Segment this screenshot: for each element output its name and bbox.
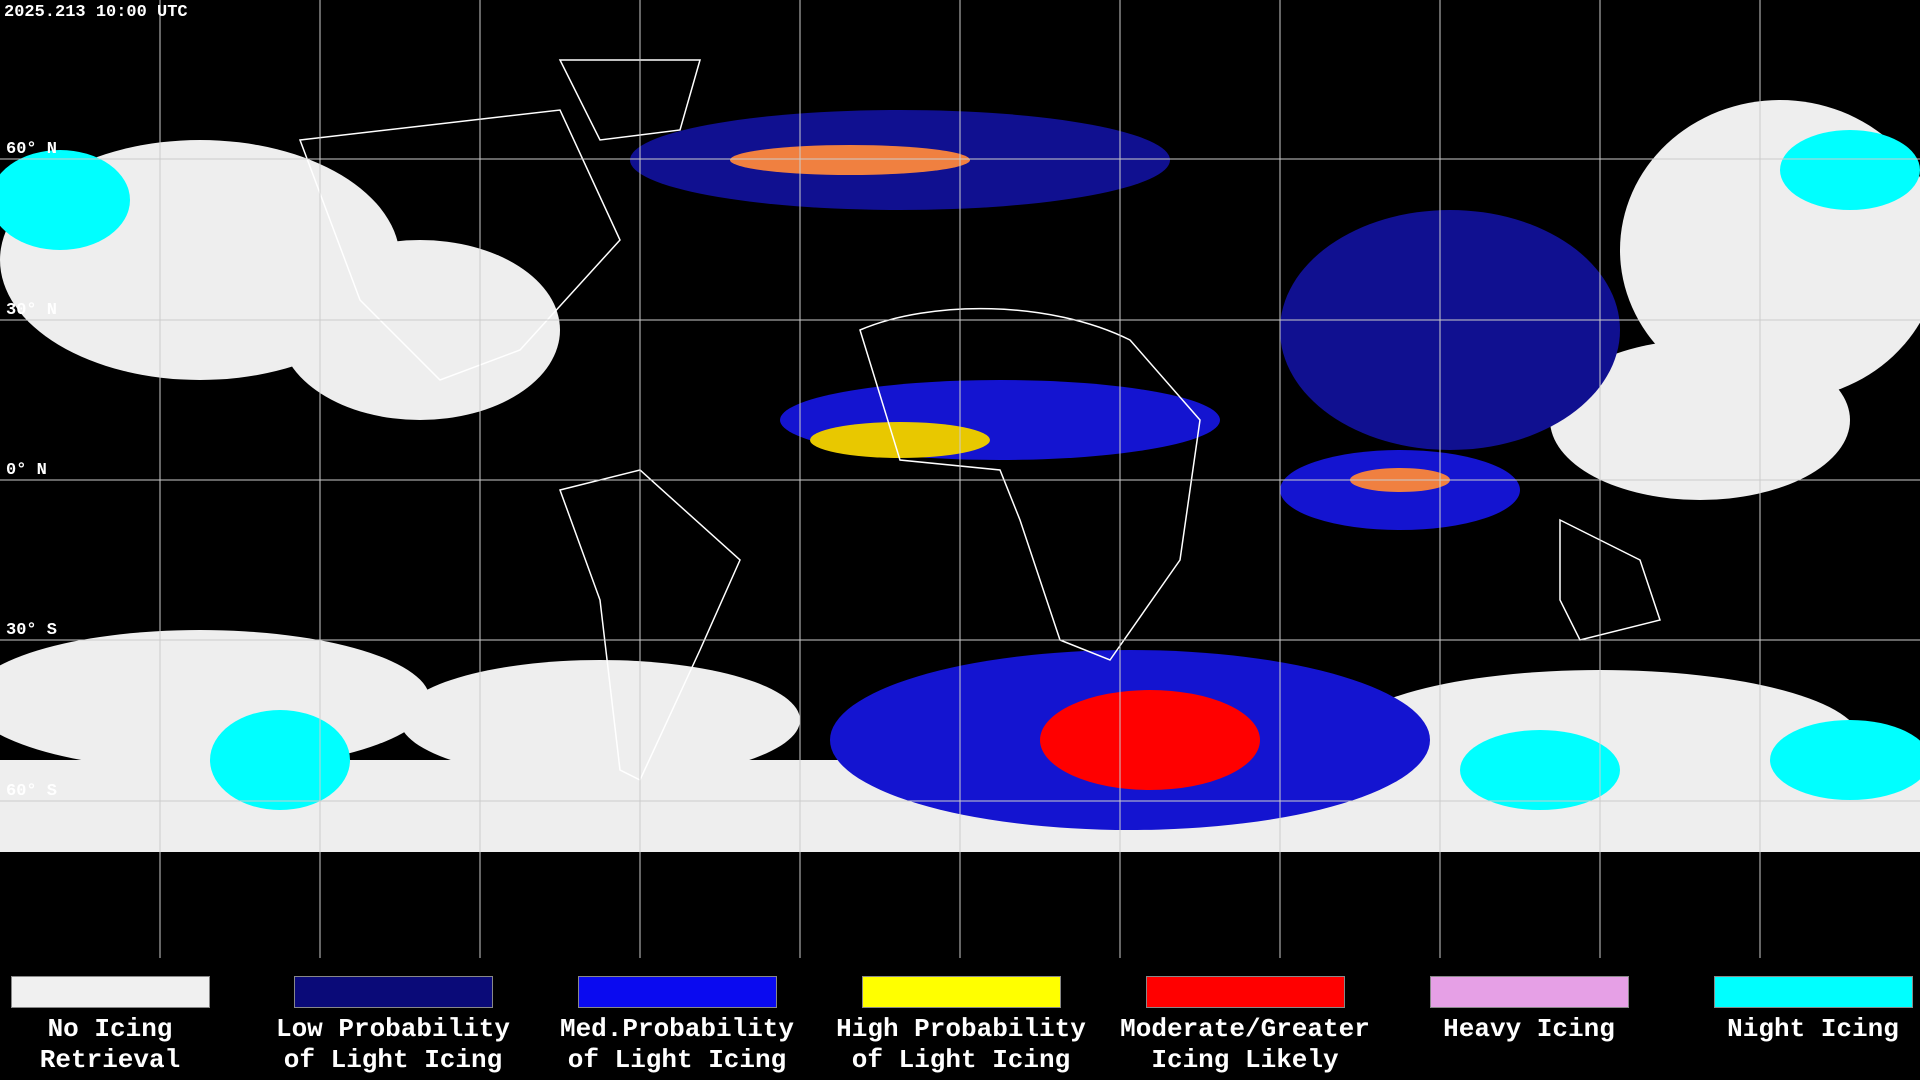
- legend-swatch: [293, 976, 493, 1008]
- legend-label-line: Retrieval: [39, 1045, 181, 1075]
- latitude-label: 30° S: [6, 621, 57, 640]
- latitude-label: 60° S: [6, 782, 57, 801]
- legend-label: No Icing Retrieval: [0, 1014, 250, 1076]
- legend-label-line: of Light Icing: [283, 1045, 503, 1075]
- legend-swatch: [1429, 976, 1629, 1008]
- legend-item: Night Icing: [1673, 976, 1920, 1045]
- legend-label-line: of Light Icing: [851, 1045, 1071, 1075]
- legend-item: Heavy Icing: [1389, 976, 1669, 1045]
- latitude-labels: 60° N 30° N 0° N 30° S 60° S: [6, 140, 57, 801]
- legend-label-line: Moderate/Greater: [1120, 1014, 1370, 1044]
- legend-item: Med.Probability of Light Icing: [537, 976, 817, 1076]
- legend-label-line: Med.Probability: [559, 1014, 795, 1044]
- legend-label-line: Night Icing: [1727, 1014, 1899, 1044]
- legend-label: Night Icing: [1673, 1014, 1920, 1045]
- latitude-label: 30° N: [6, 301, 57, 320]
- legend-label: Low Probability of Light Icing: [253, 1014, 533, 1076]
- legend-label-line: of Light Icing: [567, 1045, 787, 1075]
- legend-swatch: [1145, 976, 1345, 1008]
- legend-label-line: High Probability: [836, 1014, 1086, 1044]
- timestamp: 2025.213 10:00 UTC: [4, 3, 188, 22]
- legend-label-line: Low Probability: [275, 1014, 511, 1044]
- legend-label: High Probability of Light Icing: [821, 1014, 1101, 1076]
- legend-label-line: Heavy Icing: [1443, 1014, 1615, 1044]
- legend-item: Moderate/Greater Icing Likely: [1105, 976, 1385, 1076]
- legend-swatch: [10, 976, 210, 1008]
- latitude-label: 60° N: [6, 140, 57, 159]
- legend-item: High Probability of Light Icing: [821, 976, 1101, 1076]
- legend: No Icing Retrieval Low Probability of Light…: [0, 958, 1920, 1080]
- legend-item: Low Probability of Light Icing: [253, 976, 533, 1076]
- legend-swatch: [577, 976, 777, 1008]
- icing-map: 2025.213 10:00 UTC 60° N30° N0° N30° S60…: [0, 0, 1920, 958]
- legend-swatch: [861, 976, 1061, 1008]
- legend-swatch: [1713, 976, 1913, 1008]
- latitude-label: 0° N: [6, 461, 47, 480]
- legend-label: Moderate/Greater Icing Likely: [1105, 1014, 1385, 1076]
- legend-label: Med.Probability of Light Icing: [537, 1014, 817, 1076]
- graticule: [0, 0, 1920, 958]
- legend-item: No Icing Retrieval: [0, 976, 250, 1076]
- coastlines: [298, 59, 1661, 782]
- legend-label: Heavy Icing: [1389, 1014, 1669, 1045]
- legend-label-line: No Icing: [47, 1014, 173, 1044]
- legend-label-line: Icing Likely: [1151, 1045, 1339, 1075]
